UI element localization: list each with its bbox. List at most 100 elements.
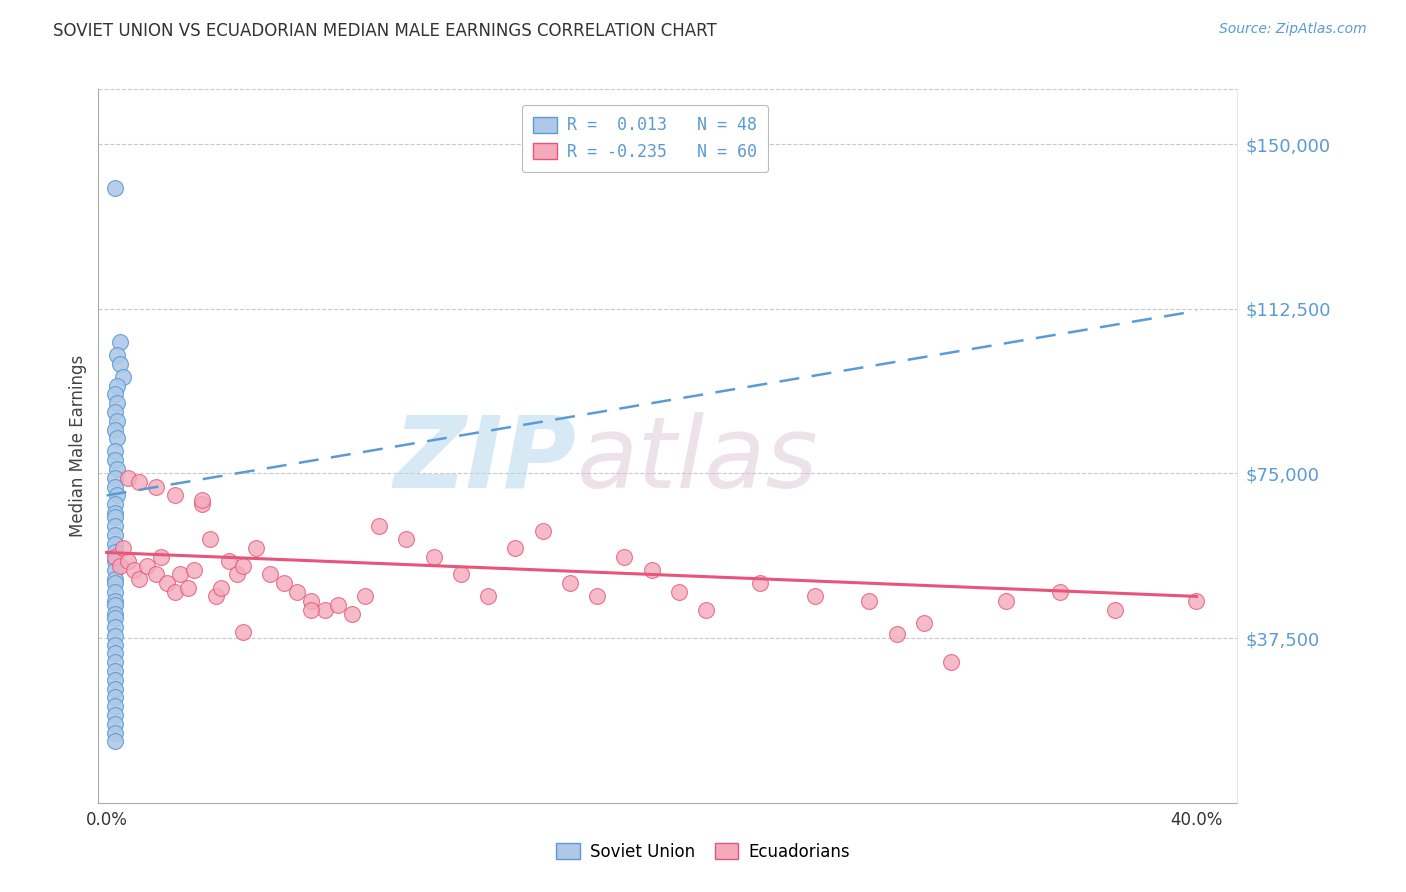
Text: SOVIET UNION VS ECUADORIAN MEDIAN MALE EARNINGS CORRELATION CHART: SOVIET UNION VS ECUADORIAN MEDIAN MALE E…: [53, 22, 717, 40]
Point: [354, 590, 377, 604]
Point: [107, 462, 129, 476]
Point: [1185, 594, 1208, 608]
Point: [245, 541, 267, 555]
Point: [110, 357, 132, 371]
Point: [1049, 585, 1071, 599]
Point: [749, 576, 772, 591]
Point: [163, 488, 186, 502]
Point: [450, 567, 472, 582]
Point: [169, 567, 191, 582]
Point: [117, 554, 139, 568]
Point: [104, 638, 127, 652]
Point: [204, 590, 226, 604]
Y-axis label: Median Male Earnings: Median Male Earnings: [69, 355, 87, 537]
Point: [122, 563, 145, 577]
Point: [299, 602, 322, 616]
Point: [104, 554, 127, 568]
Point: [136, 558, 159, 573]
Point: [104, 664, 127, 678]
Point: [104, 545, 127, 559]
Point: [104, 690, 127, 705]
Point: [104, 716, 127, 731]
Point: [145, 480, 167, 494]
Point: [368, 519, 391, 533]
Point: [104, 699, 127, 714]
Point: [558, 576, 581, 591]
Point: [104, 594, 127, 608]
Point: [128, 572, 150, 586]
Point: [695, 602, 717, 616]
Point: [912, 615, 935, 630]
Point: [104, 734, 127, 748]
Point: [104, 405, 127, 419]
Point: [145, 567, 167, 582]
Point: [155, 576, 177, 591]
Point: [104, 647, 127, 661]
Legend: Soviet Union, Ecuadorians: Soviet Union, Ecuadorians: [550, 837, 856, 868]
Point: [104, 585, 127, 599]
Point: [104, 506, 127, 520]
Point: [107, 431, 129, 445]
Point: [104, 620, 127, 634]
Point: [886, 626, 908, 640]
Point: [104, 708, 127, 723]
Point: [226, 567, 249, 582]
Point: [104, 576, 127, 591]
Point: [259, 567, 281, 582]
Point: [104, 387, 127, 401]
Point: [531, 524, 554, 538]
Point: [104, 528, 127, 542]
Point: [104, 563, 127, 577]
Point: [285, 585, 308, 599]
Point: [117, 471, 139, 485]
Point: [104, 655, 127, 669]
Point: [613, 549, 636, 564]
Point: [104, 497, 127, 511]
Point: [273, 576, 295, 591]
Point: [314, 602, 336, 616]
Point: [104, 471, 127, 485]
Point: [107, 378, 129, 392]
Point: [104, 598, 127, 612]
Point: [395, 533, 418, 547]
Point: [191, 497, 214, 511]
Point: [163, 585, 186, 599]
Point: [1104, 602, 1126, 616]
Point: [104, 453, 127, 467]
Point: [586, 590, 609, 604]
Point: [150, 549, 173, 564]
Point: [111, 369, 134, 384]
Point: [104, 572, 127, 586]
Point: [503, 541, 526, 555]
Point: [668, 585, 690, 599]
Point: [104, 510, 127, 524]
Point: [104, 681, 127, 696]
Point: [104, 480, 127, 494]
Point: [477, 590, 499, 604]
Point: [422, 549, 444, 564]
Point: [104, 549, 127, 564]
Point: [110, 334, 132, 349]
Point: [107, 396, 129, 410]
Point: [640, 563, 662, 577]
Point: [107, 488, 129, 502]
Point: [232, 624, 254, 639]
Point: [128, 475, 150, 490]
Point: [340, 607, 363, 621]
Text: Source: ZipAtlas.com: Source: ZipAtlas.com: [1219, 22, 1367, 37]
Point: [110, 558, 132, 573]
Text: atlas: atlas: [576, 412, 818, 508]
Point: [299, 594, 322, 608]
Point: [104, 444, 127, 458]
Point: [218, 554, 240, 568]
Point: [191, 492, 214, 507]
Point: [104, 673, 127, 687]
Point: [994, 594, 1017, 608]
Point: [104, 725, 127, 739]
Point: [232, 558, 254, 573]
Point: [107, 348, 129, 362]
Point: [328, 598, 350, 612]
Point: [104, 611, 127, 625]
Text: ZIP: ZIP: [394, 412, 576, 508]
Legend: R =  0.013   N = 48, R = -0.235   N = 60: R = 0.013 N = 48, R = -0.235 N = 60: [522, 104, 769, 172]
